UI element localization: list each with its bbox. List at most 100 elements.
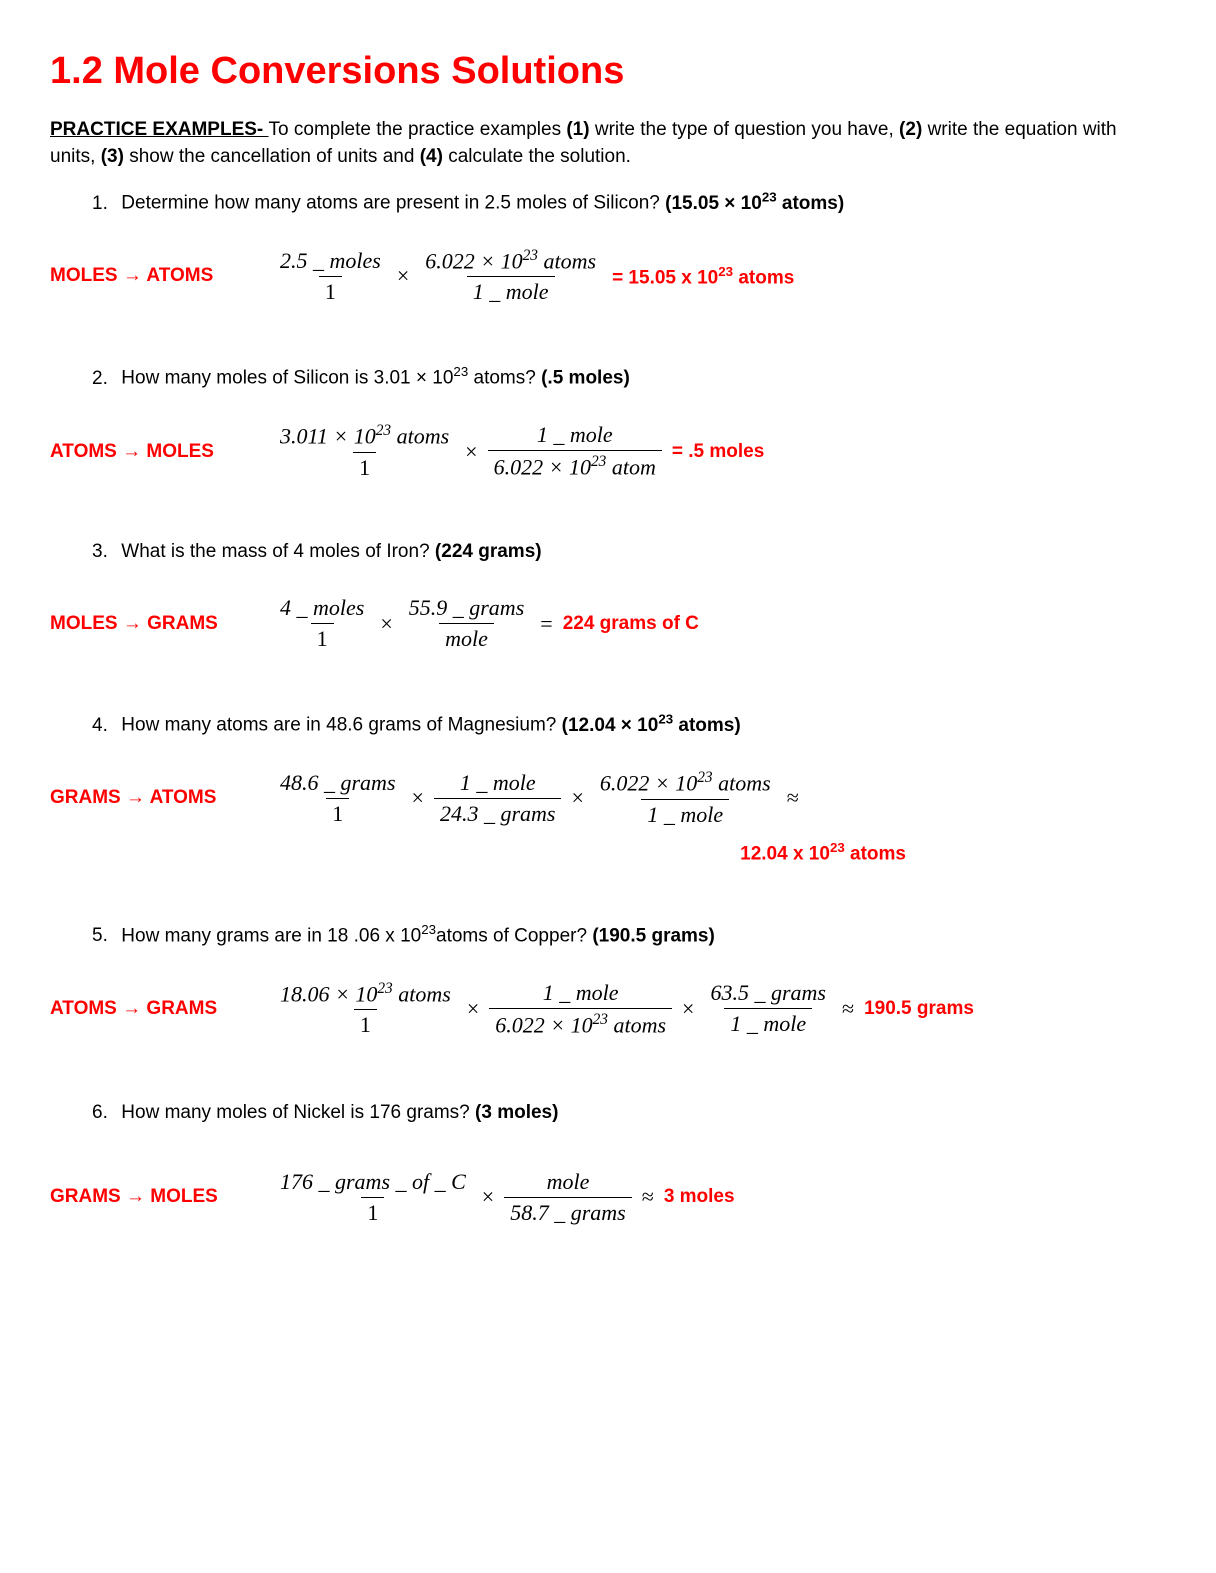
numerator: 1 _ mole [531,420,619,450]
problem-6-question: 6. How many moles of Nickel is 176 grams… [92,1100,1166,1127]
problem-2-question: 2. How many moles of Silicon is 3.01 × 1… [92,363,1166,392]
equation: 48.6 _ grams 1 × 1 _ mole 24.3 _ grams ×… [274,767,799,829]
fraction: 18.06 × 1023 atoms 1 [274,978,457,1040]
den-sup: 23 [593,1011,608,1028]
denominator: 1 _ mole [467,276,555,307]
intro-text: show the cancellation of units and [129,146,419,167]
problem-4-solution: GRAMS → ATOMS 48.6 _ grams 1 × 1 _ mole … [50,767,1166,829]
numerator: 4 _ moles [274,593,370,623]
den-text: atom [606,455,656,480]
question-text: How many grams are in 18 .06 x 10 [121,925,421,946]
fraction: 6.022 × 1023 atoms 1 _ mole [419,245,602,307]
ans-sup: 23 [830,840,845,855]
num-text: 3.011 × 10 [280,424,376,449]
num-text: 18.06 × 10 [280,981,377,1006]
fraction: 2.5 _ moles 1 [274,246,387,307]
problem-number: 3. [92,539,116,566]
approx-sign: ≈ [787,785,799,811]
problem-number: 4. [92,713,116,740]
problem-4-question: 4. How many atoms are in 48.6 grams of M… [92,710,1166,739]
denominator: 6.022 × 1023 atom [488,450,662,482]
multiply-sign: × [397,263,409,289]
equation: 4 _ moles 1 × 55.9 _ grams mole = 224 gr… [274,593,699,654]
num-text: atoms [391,424,449,449]
numerator: 176 _ grams _ of _ C [274,1167,472,1197]
fraction: 176 _ grams _ of _ C 1 [274,1167,472,1228]
problem-3-solution: MOLES → GRAMS 4 _ moles 1 × 55.9 _ grams… [50,593,1166,654]
multiply-sign: × [412,785,424,811]
intro-text: To complete the practice examples [269,119,567,140]
num-text: atoms [393,981,451,1006]
question-text: What is the mass of 4 moles of Iron? [121,541,435,562]
multiply-sign: × [571,785,583,811]
denominator: 1 _ mole [641,799,729,830]
denominator: 58.7 _ grams [504,1197,632,1228]
conversion-label: ATOMS → MOLES [50,441,250,463]
denominator: 1 [311,623,334,654]
num-sup: 23 [377,980,392,997]
problem-number: 5. [92,923,116,950]
intro-text: write the type of question you have, [595,119,899,140]
denominator: 1 [326,798,349,829]
denominator: mole [439,623,494,654]
problem-1-question: 1. Determine how many atoms are present … [92,188,1166,217]
ans-sup: 23 [762,189,777,204]
intro-b1: (1) [566,119,589,140]
denominator: 24.3 _ grams [434,798,562,829]
question-text: How many moles of Nickel is 176 grams? [121,1102,475,1123]
ans-text: (15.05 × 10 [665,193,762,214]
question-answer: (224 grams) [435,541,542,562]
num-text: atoms [538,248,596,273]
multiply-sign: × [682,996,694,1022]
problem-5-solution: ATOMS → GRAMS 18.06 × 1023 atoms 1 × 1 _… [50,978,1166,1040]
multiply-sign: × [467,996,479,1022]
approx-sign: ≈ [642,1184,654,1210]
conversion-label: MOLES → ATOMS [50,265,250,287]
denominator: 1 [319,276,342,307]
equation: 2.5 _ moles 1 × 6.022 × 1023 atoms 1 _ m… [274,245,794,307]
equation: 18.06 × 1023 atoms 1 × 1 _ mole 6.022 × … [274,978,974,1040]
intro-text: calculate the solution. [448,146,631,167]
answer: 224 grams of C [563,613,699,635]
answer: = 15.05 x 1023 atoms [612,264,794,289]
denominator: 6.022 × 1023 atoms [489,1008,672,1040]
den-text: atoms [608,1012,666,1037]
num-text: 6.022 × 10 [425,248,522,273]
answer: = .5 moles [672,441,764,463]
ans-text: atoms [845,843,906,864]
ans-text: (12.04 × 10 [562,715,659,736]
conversion-label: GRAMS → MOLES [50,1186,250,1208]
numerator: 2.5 _ moles [274,246,387,276]
fraction: mole 58.7 _ grams [504,1167,632,1228]
problem-number: 2. [92,366,116,393]
intro-b3: (3) [101,146,124,167]
numerator: 63.5 _ grams [704,978,832,1008]
fraction: 1 _ mole 6.022 × 1023 atom [488,420,662,482]
ans-text: 12.04 x 10 [740,843,830,864]
problem-1-solution: MOLES → ATOMS 2.5 _ moles 1 × 6.022 × 10… [50,245,1166,307]
num-sup: 23 [523,247,538,264]
numerator: 3.011 × 1023 atoms [274,420,455,451]
equals-sign: = [540,611,552,637]
question-text: Determine how many atoms are present in … [121,193,665,214]
numerator: 55.9 _ grams [403,593,531,623]
denominator: 1 [354,1009,377,1040]
problem-4-answer: 12.04 x 1023 atoms [50,840,1166,865]
numerator: 48.6 _ grams [274,768,402,798]
fraction: 3.011 × 1023 atoms 1 [274,420,455,482]
fraction: 6.022 × 1023 atoms 1 _ mole [594,767,777,829]
answer: 3 moles [664,1186,735,1208]
question-text: atoms? [468,368,541,389]
equation: 176 _ grams _ of _ C 1 × mole 58.7 _ gra… [274,1167,735,1228]
num-sup: 23 [697,769,712,786]
den-sup: 23 [591,453,606,470]
conversion-label: GRAMS → ATOMS [50,787,250,809]
q-sup: 23 [421,922,436,937]
page-title: 1.2 Mole Conversions Solutions [50,50,1166,93]
fraction: 55.9 _ grams mole [403,593,531,654]
numerator: 6.022 × 1023 atoms [594,767,777,798]
answer: 190.5 grams [864,998,974,1020]
den-text: 6.022 × 10 [494,455,591,480]
fraction: 63.5 _ grams 1 _ mole [704,978,832,1039]
problem-6-solution: GRAMS → MOLES 176 _ grams _ of _ C 1 × m… [50,1167,1166,1228]
